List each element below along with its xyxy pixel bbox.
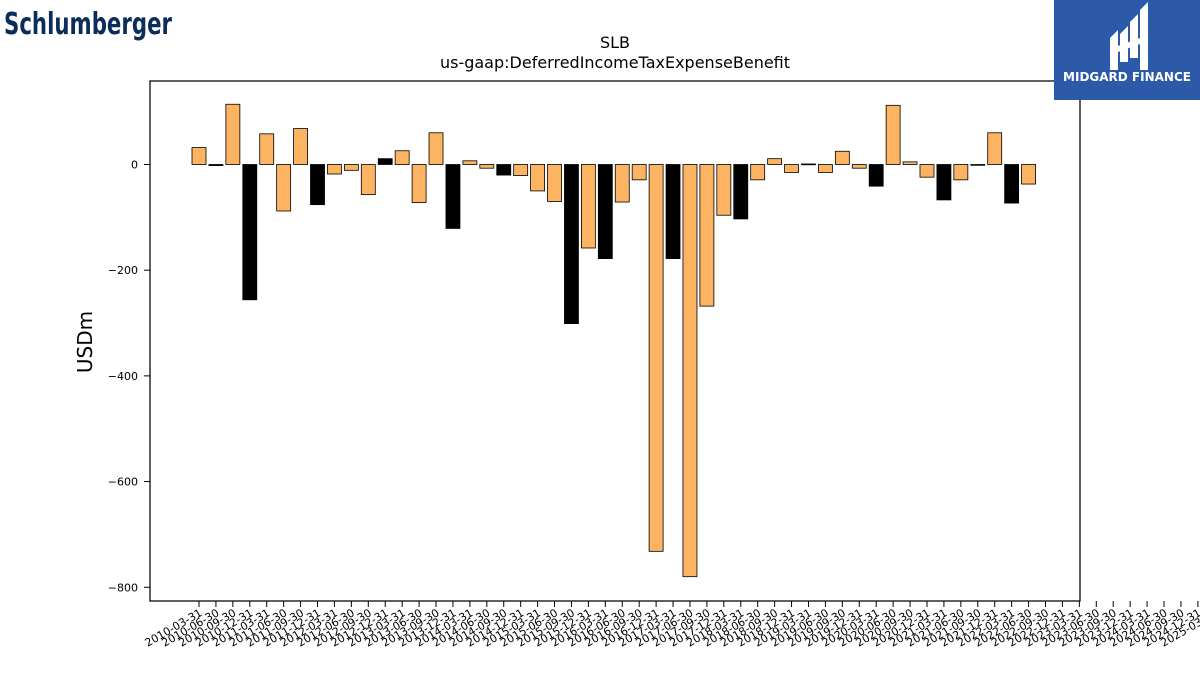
bar-2010-09-30 bbox=[225, 103, 241, 165]
midgard-finance-text: MIDGARD FINANCE bbox=[1063, 70, 1191, 84]
bar-2019-03-31 bbox=[801, 163, 816, 166]
bar-2013-12-31 bbox=[445, 164, 461, 229]
bar-2016-03-31 bbox=[597, 164, 613, 259]
bar-2014-12-31 bbox=[513, 164, 529, 177]
bar-2012-03-31 bbox=[327, 164, 342, 175]
bar-2011-09-30 bbox=[293, 128, 308, 165]
bar-2010-06-30 bbox=[208, 164, 224, 166]
bar-2016-06-30 bbox=[614, 164, 630, 203]
plot-frame bbox=[149, 80, 1081, 602]
bar-2011-12-31 bbox=[310, 164, 325, 206]
bar-2017-06-30 bbox=[682, 164, 698, 578]
chart-subtitle: us-gaap:DeferredIncomeTaxExpenseBenefit bbox=[440, 53, 790, 72]
bar-2011-03-31 bbox=[259, 133, 275, 165]
bar-2022-06-30 bbox=[1021, 164, 1036, 185]
bar-2014-03-31 bbox=[462, 160, 478, 165]
bar-2010-12-31 bbox=[242, 164, 258, 301]
bar-2022-03-31 bbox=[1004, 164, 1020, 204]
bar-2012-09-30 bbox=[360, 164, 376, 196]
bar-2013-03-31 bbox=[394, 150, 410, 165]
bar-2012-06-30 bbox=[343, 164, 359, 171]
bar-2012-12-31 bbox=[377, 158, 393, 165]
bar-2018-06-30 bbox=[750, 164, 766, 181]
bar-2019-09-30 bbox=[834, 150, 850, 165]
bar-2011-06-30 bbox=[276, 164, 292, 212]
bar-2013-09-30 bbox=[428, 132, 444, 165]
bar-2020-09-30 bbox=[902, 161, 918, 165]
bar-2017-03-31 bbox=[665, 164, 681, 259]
bar-2014-06-30 bbox=[479, 164, 495, 169]
bar-2021-09-30 bbox=[970, 164, 986, 166]
chart-title: SLB bbox=[600, 33, 630, 52]
bar-2015-09-30 bbox=[564, 164, 579, 324]
bar-2020-06-30 bbox=[885, 104, 901, 165]
bar-2020-12-31 bbox=[919, 164, 935, 178]
y-tick-label: 0 bbox=[131, 158, 138, 171]
y-axis-label: USDm bbox=[73, 311, 97, 373]
bar-2020-03-31 bbox=[868, 164, 884, 187]
bar-2016-12-31 bbox=[648, 164, 664, 552]
bar-2015-06-30 bbox=[547, 164, 562, 202]
y-tick-label: −200 bbox=[108, 264, 138, 277]
bar-2017-09-30 bbox=[699, 164, 715, 307]
y-tick-label: −800 bbox=[108, 581, 138, 594]
midgard-emblem-icon bbox=[1110, 2, 1148, 70]
bar-2015-12-31 bbox=[580, 164, 596, 249]
bar-2019-12-31 bbox=[851, 164, 867, 169]
bar-2021-12-31 bbox=[987, 132, 1003, 165]
midgard-finance-logo: MIDGARD FINANCE bbox=[1054, 0, 1200, 100]
bar-2016-09-30 bbox=[631, 164, 647, 181]
bar-2021-03-31 bbox=[936, 164, 952, 201]
y-tick-label: −400 bbox=[108, 370, 138, 383]
y-ticks: 0 −200 −400 −600 −800 bbox=[108, 158, 150, 594]
bar-2019-06-30 bbox=[818, 164, 833, 173]
bar-2017-12-31 bbox=[716, 164, 732, 216]
bars-layer bbox=[191, 103, 1036, 578]
schlumberger-logo: Schlumberger bbox=[4, 2, 176, 44]
bar-2018-03-31 bbox=[733, 164, 749, 220]
bar-2015-03-31 bbox=[530, 164, 545, 192]
x-ticks: 2010-03-312010-06-302010-09-302010-12-31… bbox=[143, 601, 1200, 650]
bar-2018-12-31 bbox=[784, 164, 799, 173]
bar-2014-09-30 bbox=[496, 164, 512, 176]
y-tick-label: −600 bbox=[108, 476, 138, 489]
bar-2010-03-31 bbox=[191, 147, 207, 165]
bar-2018-09-30 bbox=[767, 158, 783, 165]
schlumberger-logo-text: Schlumberger bbox=[4, 7, 172, 42]
bar-2013-06-30 bbox=[411, 164, 427, 203]
bar-2021-06-30 bbox=[953, 164, 969, 181]
